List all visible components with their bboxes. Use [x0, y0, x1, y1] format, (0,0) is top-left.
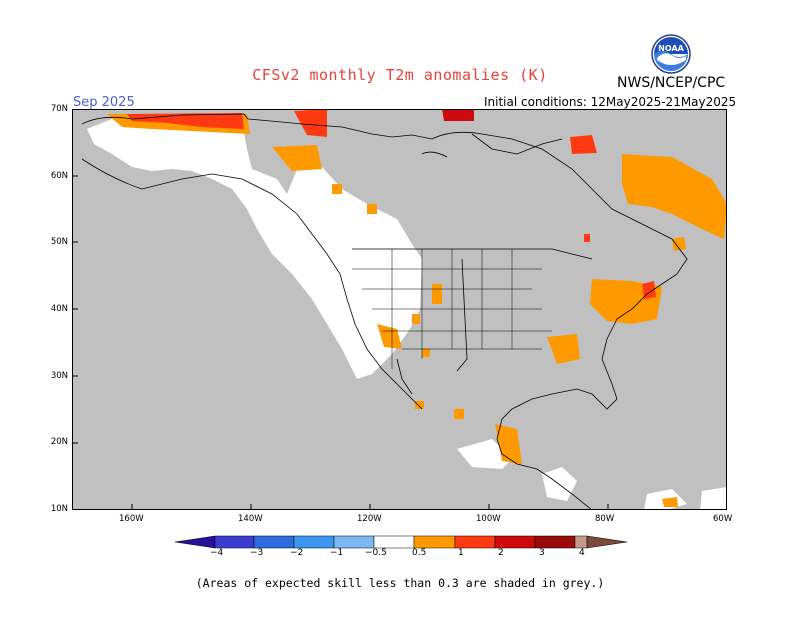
lat-label: 70N [50, 104, 68, 114]
colorbar-label: 4 [579, 548, 585, 558]
colorbar-label: −3 [250, 548, 264, 558]
colorbar-label: −0.5 [365, 548, 387, 558]
lon-label: 160W [119, 514, 144, 524]
anomaly-map [72, 109, 727, 510]
lon-label: 100W [476, 514, 501, 524]
map-frame [72, 109, 727, 510]
colorbar [175, 535, 627, 549]
map-title: CFSv2 monthly T2m anomalies (K) [252, 66, 548, 84]
colorbar-label: −1 [330, 548, 344, 558]
colorbar-label: −4 [210, 548, 224, 558]
lat-label: 10N [50, 504, 68, 514]
colorbar-label: 0.5 [412, 548, 427, 558]
lon-label: 120W [357, 514, 382, 524]
lat-label: 50N [50, 237, 68, 247]
lon-label: 60W [713, 514, 733, 524]
coastlines [81, 113, 688, 510]
lat-label: 60N [50, 171, 68, 181]
colorbar-label: 2 [498, 548, 504, 558]
lon-label: 140W [238, 514, 263, 524]
lon-label: 80W [595, 514, 615, 524]
noaa-logo: NOAA [651, 34, 691, 74]
state-borders [352, 249, 552, 369]
initial-conditions: Initial conditions: 12May2025-21May2025 [484, 95, 737, 109]
forecast-month: Sep 2025 [73, 95, 135, 110]
lat-label: 30N [50, 371, 68, 381]
lat-label: 40N [50, 304, 68, 314]
logo-text: NOAA [658, 44, 684, 53]
colorbar-label: 3 [539, 548, 545, 558]
colorbar-label: 1 [458, 548, 464, 558]
very-hot-anomaly-regions [442, 109, 474, 121]
colorbar-label: −2 [290, 548, 304, 558]
lat-label: 20N [50, 437, 68, 447]
agency-label: NWS/NCEP/CPC [617, 75, 726, 91]
skill-footnote: (Areas of expected skill less than 0.3 a… [195, 576, 605, 590]
